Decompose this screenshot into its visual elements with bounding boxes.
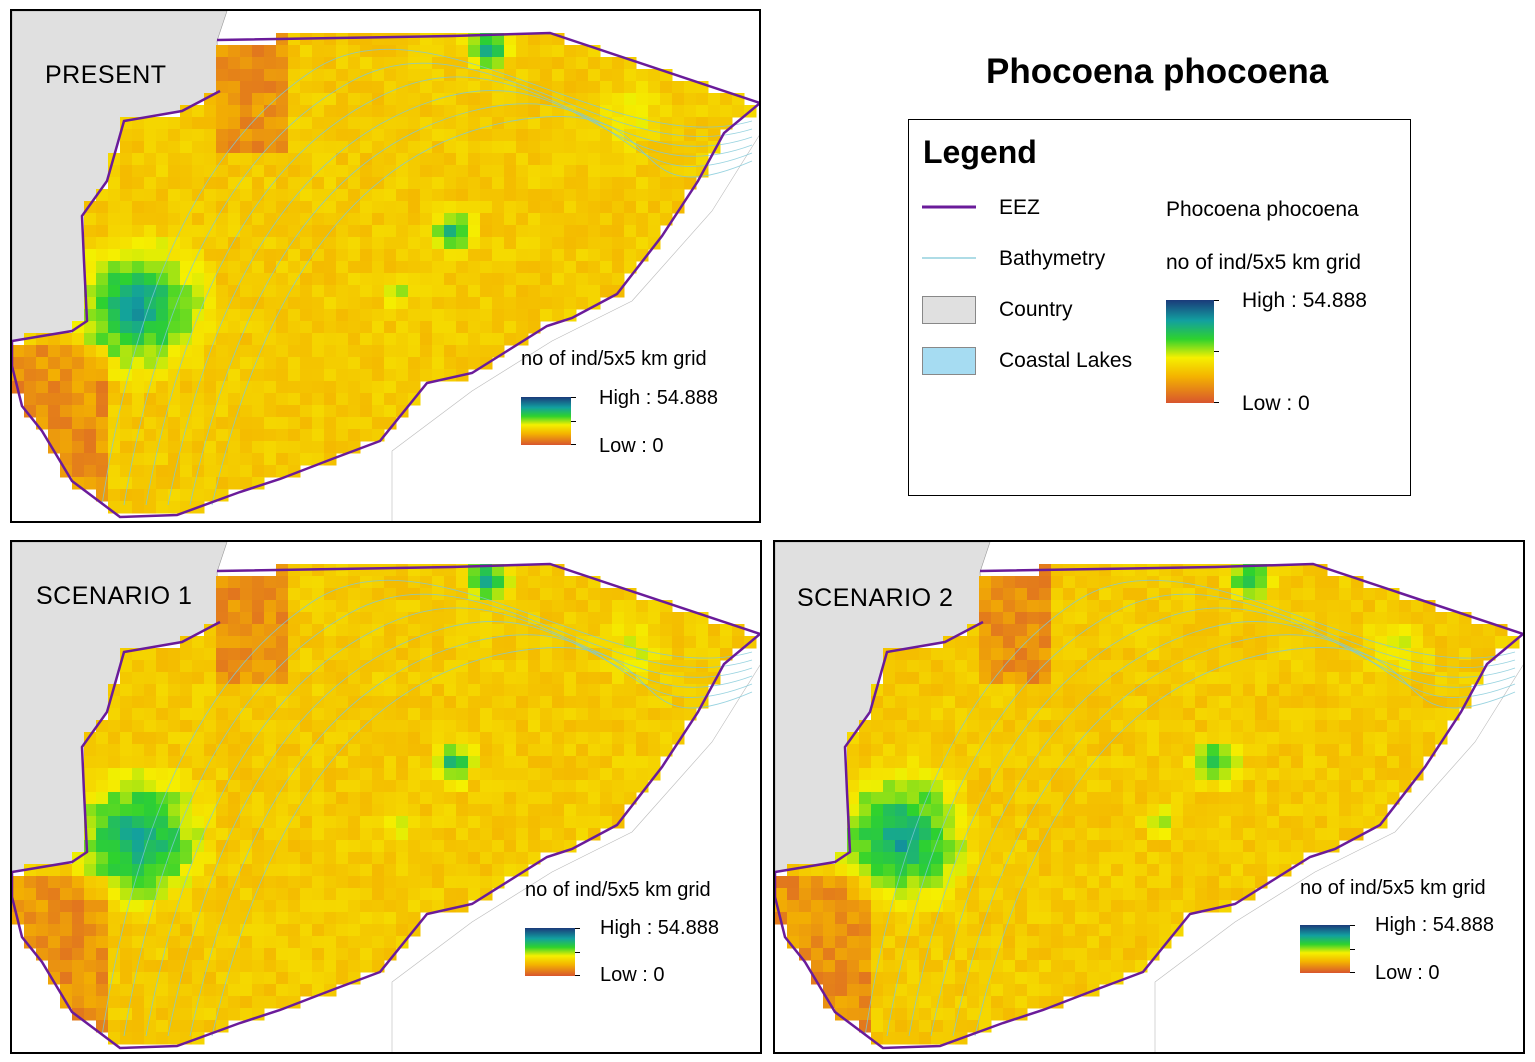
southern-coast <box>1154 664 1523 1052</box>
legend-item-bathymetry: Bathymetry <box>999 247 1106 270</box>
legend-low-label: Low : 0 <box>1242 392 1310 415</box>
bathymetry-line-icon <box>922 257 976 259</box>
bathymetry-contour <box>952 634 1516 1037</box>
panel-title: SCENARIO 2 <box>797 584 954 612</box>
legend-color-ramp <box>1166 300 1214 403</box>
bathymetry-contour <box>101 48 753 506</box>
bathymetry-contour <box>189 634 753 1037</box>
bathymetry-contour <box>167 621 753 1037</box>
southern-coast <box>391 664 760 1052</box>
eez-boundary <box>775 562 1523 1050</box>
panel-legend-unit: no of ind/5x5 km grid <box>1300 877 1486 899</box>
color-ramp <box>521 397 571 445</box>
panel-legend-unit: no of ind/5x5 km grid <box>525 879 711 901</box>
ramp-low-label: Low : 0 <box>1375 962 1440 984</box>
bathymetry-contour <box>167 90 753 506</box>
ramp-high-label: High : 54.888 <box>1375 914 1494 936</box>
density-map-scenario-1 <box>12 542 760 1052</box>
bathymetry-contour <box>145 76 753 506</box>
legend-item-country: Country <box>999 298 1073 321</box>
bathymetry-contour <box>886 593 1516 1037</box>
color-ramp <box>1300 925 1350 973</box>
bathymetry-contour <box>211 647 753 1037</box>
southern-coast <box>391 135 759 521</box>
ramp-low-label: Low : 0 <box>600 964 665 986</box>
bathymetry-contour <box>123 593 753 1037</box>
ramp-low-label: Low : 0 <box>599 435 664 457</box>
bathymetry-contour <box>864 579 1516 1037</box>
bathymetry-contour <box>930 621 1516 1037</box>
density-map-scenario-2 <box>775 542 1523 1052</box>
map-panel-present: PRESENT no of ind/5x5 km grid High : 54.… <box>10 9 761 523</box>
ramp-high-label: High : 54.888 <box>600 917 719 939</box>
legend: Legend EEZ Bathymetry Country Coastal La… <box>908 119 1411 496</box>
bathymetry-contour <box>974 647 1516 1037</box>
country-swatch-icon <box>922 296 976 324</box>
eez-boundary <box>12 31 759 519</box>
density-grid <box>12 564 757 1045</box>
bathymetry-contour <box>211 116 753 506</box>
legend-unit: no of ind/5x5 km grid <box>1166 251 1361 274</box>
eez-boundary <box>12 562 760 1050</box>
ramp-high-label: High : 54.888 <box>599 387 718 409</box>
legend-species-name: Phocoena phocoena <box>1166 198 1359 221</box>
map-title: Phocoena phocoena <box>986 52 1329 91</box>
legend-title: Legend <box>923 134 1037 170</box>
density-grid <box>12 33 757 514</box>
density-map-present <box>12 11 759 521</box>
bathymetry-contour <box>123 62 753 506</box>
eez-line-icon <box>922 205 976 209</box>
bathymetry-contour <box>908 607 1516 1037</box>
legend-item-eez: EEZ <box>999 196 1040 219</box>
map-panel-scenario-1: SCENARIO 1 no of ind/5x5 km grid High : … <box>10 540 762 1054</box>
bathymetry-contour <box>189 103 753 506</box>
legend-item-coastal-lakes: Coastal Lakes <box>999 349 1133 372</box>
coastal-lakes-swatch-icon <box>922 347 976 375</box>
legend-high-label: High : 54.888 <box>1242 289 1367 312</box>
color-ramp <box>525 928 575 976</box>
panel-title: PRESENT <box>45 61 167 89</box>
bathymetry-contour <box>145 607 753 1037</box>
panel-legend-unit: no of ind/5x5 km grid <box>521 348 707 370</box>
map-panel-scenario-2: SCENARIO 2 no of ind/5x5 km grid High : … <box>773 540 1525 1054</box>
panel-title: SCENARIO 1 <box>36 582 193 610</box>
bathymetry-contour <box>101 579 753 1037</box>
